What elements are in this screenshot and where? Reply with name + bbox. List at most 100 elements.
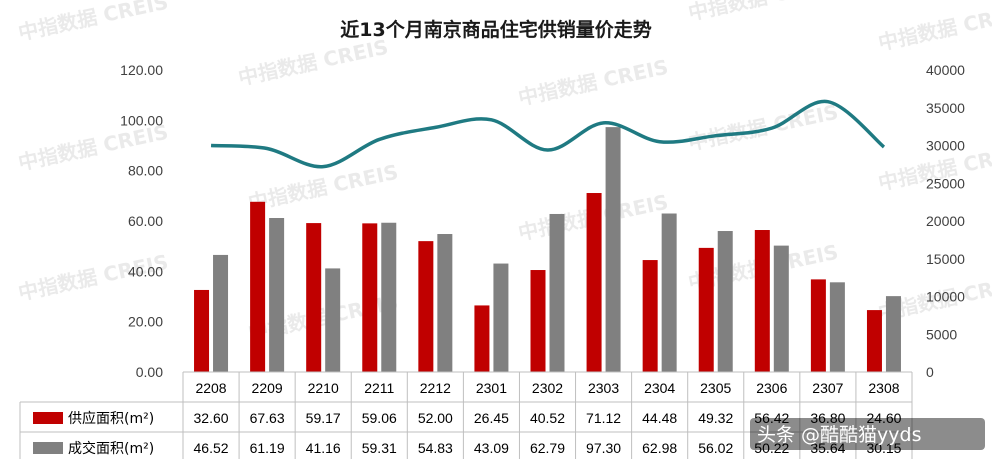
table-value: 54.83 [418, 440, 453, 456]
sales-bar [213, 254, 229, 372]
watermark-text: 中指数据 CREIS [686, 0, 840, 25]
table-value: 43.09 [474, 440, 509, 456]
table-value: 26.45 [474, 410, 509, 426]
table-value: 61.19 [250, 440, 285, 456]
table-value: 59.06 [362, 410, 397, 426]
credit-badge: 头条 @酷酷猫yyds [750, 418, 985, 450]
category-label: 2210 [308, 380, 339, 396]
sales-bar [885, 296, 901, 372]
legend-swatch-sales [33, 442, 63, 454]
table-value: 30.15 [866, 440, 901, 456]
category-label: 2301 [476, 380, 507, 396]
supply-bar [362, 223, 378, 372]
left-axis: 0.00 20.00 40.00 60.00 80.00 100.00 120.00 [120, 62, 163, 380]
category-label: 2303 [588, 380, 619, 396]
right-axis-tick: 25000 [926, 175, 965, 191]
left-axis-tick: 120.00 [120, 62, 163, 78]
sales-bar [717, 231, 733, 372]
category-label: 2302 [532, 380, 563, 396]
table-value: 97.30 [586, 440, 621, 456]
supply-bar [754, 230, 770, 372]
chart-title: 近13个月南京商品住宅供销量价走势 [340, 18, 651, 41]
right-axis-tick: 10000 [926, 289, 965, 305]
category-label: 2307 [812, 380, 843, 396]
table-value: 56.02 [698, 440, 733, 456]
left-axis-tick: 80.00 [128, 163, 163, 179]
table-value: 44.48 [642, 410, 677, 426]
right-axis-tick: 20000 [926, 213, 965, 229]
sales-bar [549, 213, 565, 372]
supply-bar [642, 260, 658, 372]
legend-label-sales: 成交面积(m²) [68, 440, 154, 457]
right-axis-tick: 5000 [926, 326, 957, 342]
right-axis-tick: 15000 [926, 251, 965, 267]
bar-layer [194, 127, 901, 373]
supply-bar [530, 270, 546, 372]
supply-bar [698, 247, 714, 372]
watermark-text: 中指数据 CREIS [16, 0, 170, 45]
left-axis-tick: 0.00 [136, 364, 163, 380]
credit-text: 头条 @酷酷猫yyds [757, 424, 922, 446]
price-line-layer [210, 99, 886, 169]
watermark-text: 中指数据 CREIS [686, 100, 840, 155]
table-value: 40.52 [530, 410, 565, 426]
table-value: 49.32 [698, 410, 733, 426]
table-value: 67.63 [250, 410, 285, 426]
supply-bar [250, 201, 266, 372]
supply-bar [306, 223, 322, 372]
left-axis-tick: 60.00 [128, 213, 163, 229]
table-value: 56.42 [754, 410, 789, 426]
supply-bar [810, 279, 826, 372]
supply-bar [474, 305, 490, 372]
table-value: 71.12 [586, 410, 621, 426]
category-label: 2208 [195, 380, 226, 396]
watermark-text: 中指数据 CREIS [876, 0, 992, 55]
table-value: 59.31 [362, 440, 397, 456]
right-axis-tick: 40000 [926, 62, 965, 78]
credit-background [750, 418, 985, 450]
supply-bar [194, 289, 210, 372]
watermark-text: 中指数据 CREIS [516, 55, 670, 110]
left-axis-tick: 20.00 [128, 314, 163, 330]
table-value: 50.22 [754, 440, 789, 456]
sales-bar [269, 218, 285, 372]
sales-bar [437, 234, 453, 372]
sales-bar [493, 263, 509, 372]
category-label: 2209 [252, 380, 283, 396]
table-value: 52.00 [418, 410, 453, 426]
table-value: 62.98 [642, 440, 677, 456]
table-value: 35.64 [810, 440, 845, 456]
sales-bar [605, 127, 621, 373]
supply-bar [418, 241, 434, 372]
sales-bar [661, 213, 677, 372]
category-label: 2212 [420, 380, 451, 396]
supply-bar [866, 310, 882, 372]
table-value: 41.16 [306, 440, 341, 456]
table-value: 46.52 [194, 440, 229, 456]
category-label: 2304 [644, 380, 675, 396]
category-label: 2305 [700, 380, 731, 396]
price-line [210, 99, 886, 169]
table-value: 36.80 [810, 410, 845, 426]
table-value: 62.79 [530, 440, 565, 456]
sales-bar [773, 245, 789, 372]
right-axis-tick: 30000 [926, 138, 965, 154]
category-label: 2308 [868, 380, 899, 396]
legend-label-supply: 供应面积(m²) [68, 410, 154, 427]
legend-swatch-supply [33, 412, 63, 424]
category-label: 2211 [364, 380, 394, 396]
right-axis-tick: 35000 [926, 100, 965, 116]
sales-bar [381, 222, 397, 372]
left-axis-tick: 40.00 [128, 263, 163, 279]
supply-bar [586, 193, 602, 372]
sales-bar [829, 282, 845, 372]
table-value: 32.60 [194, 410, 229, 426]
table-value: 59.17 [306, 410, 341, 426]
right-axis: 0 5000 10000 15000 20000 25000 30000 35000 40000 [926, 62, 965, 380]
watermark-text: 中指数据 CREIS [236, 35, 390, 90]
table-value: 24.60 [866, 410, 901, 426]
data-table: 2208 2209 2210 2211 2212 2301 2302 2303 2304 2305… [19, 371, 913, 459]
left-axis-tick: 100.00 [120, 112, 163, 128]
right-axis-tick: 0 [926, 364, 934, 380]
